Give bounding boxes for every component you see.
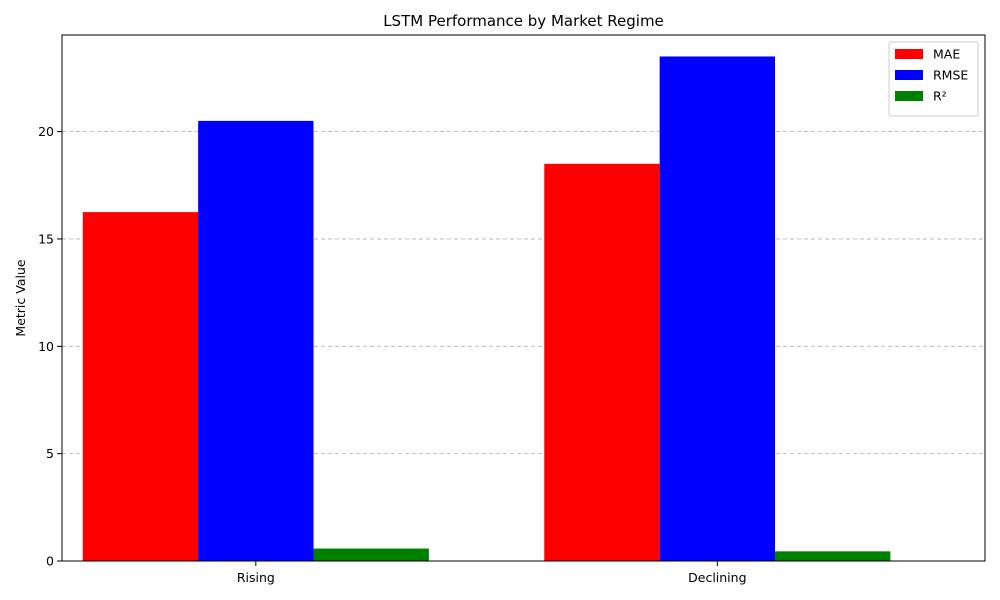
x-axis-ticks: Rising Declining (237, 561, 747, 585)
chart-title: LSTM Performance by Market Regime (383, 12, 664, 30)
y-tick-label: 5 (46, 446, 54, 461)
bar-r-rising (313, 548, 429, 561)
y-axis-ticks: 0 5 10 15 20 (38, 124, 62, 569)
bar-rmse-declining (659, 56, 776, 561)
legend-label: R² (933, 89, 947, 104)
legend: MAE RMSE R² (888, 41, 979, 117)
y-tick-label: 0 (46, 554, 54, 569)
legend-label: RMSE (933, 68, 968, 83)
bar-rmse-rising (198, 120, 314, 561)
x-tick-label: Declining (688, 570, 746, 585)
x-tick-label: Rising (237, 570, 275, 585)
legend-swatch (895, 91, 923, 101)
plot-frame (61, 34, 986, 562)
y-axis-title: Metric Value (13, 259, 28, 336)
legend-label: MAE (933, 47, 960, 62)
y-tick-label: 15 (38, 231, 54, 246)
bar-mae-rising (82, 212, 199, 562)
y-tick-label: 10 (38, 339, 54, 354)
y-tick-label: 20 (38, 124, 54, 139)
bars (82, 56, 891, 562)
bar-r-declining (775, 551, 891, 561)
bar-mae-declining (544, 163, 660, 561)
legend-swatch (895, 49, 923, 59)
legend-swatch (895, 70, 923, 80)
